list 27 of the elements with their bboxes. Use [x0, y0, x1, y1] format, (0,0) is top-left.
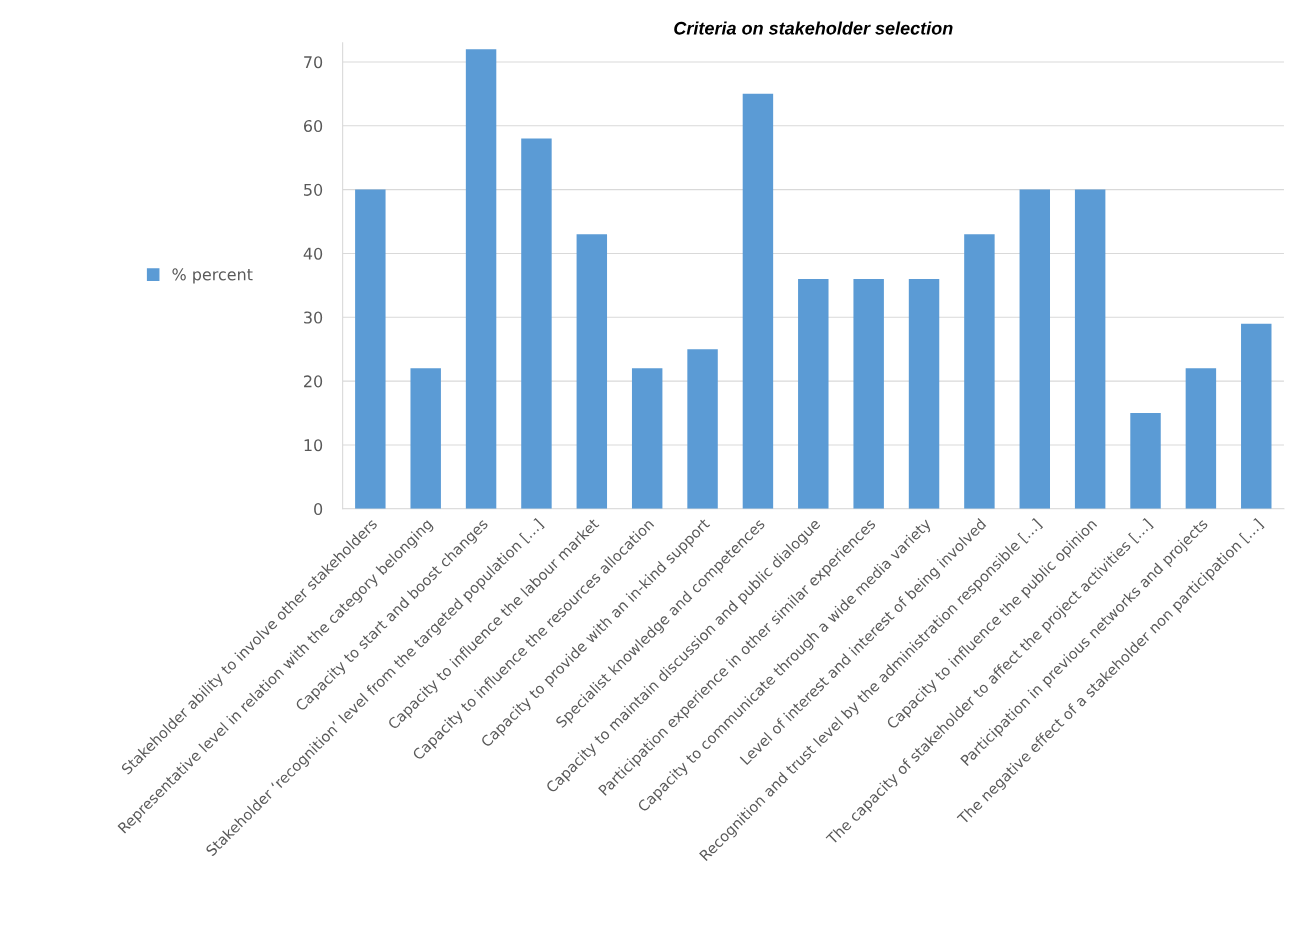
bar: [1074, 189, 1106, 509]
y-tick-label: 0: [314, 503, 323, 516]
bar: [964, 234, 995, 509]
bar: [631, 368, 663, 509]
bar: [465, 49, 497, 509]
bar: [576, 234, 608, 509]
bar: [1185, 368, 1217, 509]
bar: [1241, 323, 1272, 509]
chart-title: Criteria on stakeholder selection: [674, 21, 953, 35]
y-tick-label: 20: [304, 375, 323, 388]
bar: [521, 138, 552, 509]
bar: [798, 278, 829, 509]
y-tick-label: 60: [303, 119, 323, 133]
y-tick-label: 50: [304, 183, 323, 196]
y-tick-label: 30: [304, 311, 323, 324]
bar: [742, 93, 774, 509]
bar: [355, 189, 386, 509]
bar: [1130, 413, 1161, 509]
bar: [410, 368, 441, 509]
bar: [908, 278, 940, 509]
legend-label: % percent: [172, 268, 253, 284]
bar: [1019, 189, 1051, 509]
y-tick-label: 70: [304, 56, 323, 69]
bar: [853, 278, 884, 509]
bar: [687, 349, 718, 509]
y-tick-label: 10: [304, 439, 323, 452]
y-tick-label: 40: [303, 247, 323, 260]
